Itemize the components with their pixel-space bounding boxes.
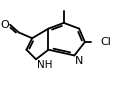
Text: NH: NH (37, 60, 52, 70)
Text: Cl: Cl (100, 37, 111, 47)
Text: O: O (0, 20, 9, 30)
Text: N: N (75, 56, 84, 66)
